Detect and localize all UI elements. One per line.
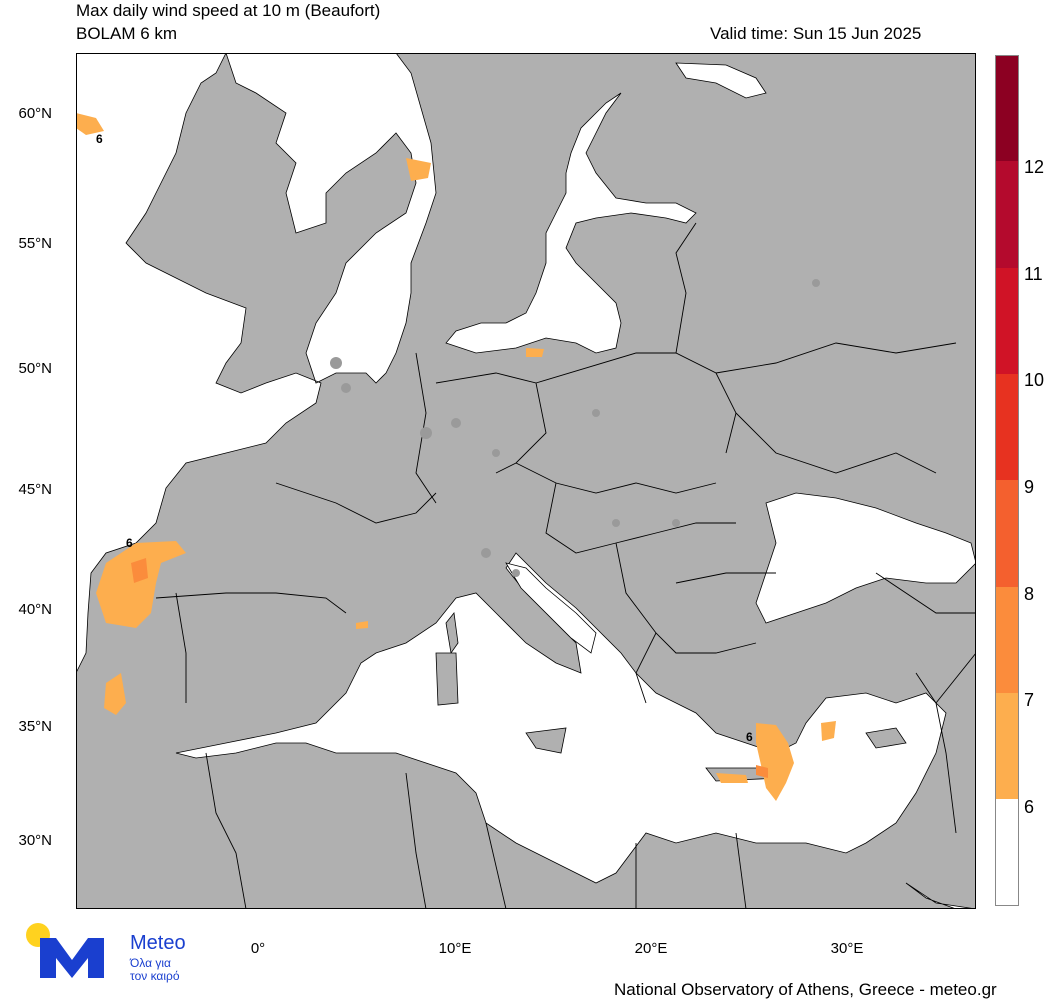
- colorbar-label-11: 11: [1024, 264, 1043, 284]
- map-title: Max daily wind speed at 10 m (Beaufort): [76, 1, 381, 20]
- lat-label-35: 35°N: [18, 718, 52, 735]
- lat-label-45: 45°N: [18, 481, 52, 498]
- colorbar-label-7: 7: [1024, 690, 1035, 710]
- colorbar-band-below-6: [995, 799, 1019, 906]
- wind-patch-biscay: [96, 541, 186, 628]
- colorbar-label-10: 10: [1024, 370, 1045, 390]
- cyprus: [865, 727, 907, 749]
- colorbar-band-7-8: [995, 587, 1019, 693]
- sardinia: [435, 652, 459, 706]
- model-label: BOLAM 6 km: [76, 24, 178, 43]
- lon-label-20e: 20°E: [634, 940, 668, 957]
- colorbar-band-9-10: [995, 374, 1019, 480]
- colorbar-band-12plus: [995, 55, 1019, 161]
- wind-patch-north-atlantic: [76, 113, 104, 135]
- colorbar-band-11-12: [995, 161, 1019, 268]
- logo-m-icon: [40, 938, 104, 978]
- colorbar-label-12: 12: [1024, 157, 1045, 177]
- colorbar-label-6: 6: [1024, 797, 1035, 817]
- lat-label-30: 30°N: [18, 832, 52, 849]
- baltic-sea: [445, 92, 697, 354]
- colorbar-border: [995, 55, 1019, 906]
- white-sea: [675, 62, 767, 99]
- urban-areas: [330, 279, 820, 577]
- lon-label-30e: 30°E: [830, 940, 864, 957]
- atlantic-north-sea: [76, 53, 437, 674]
- black-sea: [755, 492, 976, 624]
- wind-patch-portugal: [104, 673, 126, 715]
- lat-label-60: 60°N: [18, 105, 52, 122]
- lat-label-40: 40°N: [18, 601, 52, 618]
- wind-patch-aegean-core: [756, 765, 768, 778]
- wind-patch-crete: [716, 773, 748, 783]
- colorbar-label-8: 8: [1024, 584, 1035, 604]
- wind-patch-baltic: [526, 348, 544, 357]
- contour-label-aegean: 6: [746, 730, 753, 744]
- colorbar-band-10-11: [995, 268, 1019, 374]
- lon-label-10e: 10°E: [438, 940, 472, 957]
- colorbar-label-9: 9: [1024, 477, 1035, 497]
- map-border: [76, 53, 976, 909]
- logo-tagline-2: τον καιρό: [130, 969, 180, 983]
- logo-name: Meteo: [130, 932, 186, 954]
- lat-label-50: 50°N: [18, 360, 52, 377]
- lon-label-0: 0°: [250, 940, 266, 957]
- colorbar-band-8-9: [995, 480, 1019, 587]
- colorbar-band-6-7: [995, 693, 1019, 799]
- contour-label-biscay: 6: [126, 536, 133, 550]
- valid-time: Valid time: Sun 15 Jun 2025: [710, 24, 922, 43]
- red-sea: [905, 882, 976, 909]
- footer-credit: National Observatory of Athens, Greece -…: [614, 980, 997, 999]
- contour-label-atlantic: 6: [96, 132, 103, 146]
- wind-patch-levant: [821, 721, 836, 741]
- map-panel: 6 6 6: [76, 53, 976, 909]
- meteo-logo-mark: [26, 923, 104, 978]
- wind-patch-norway: [406, 158, 431, 181]
- sicily: [525, 727, 567, 754]
- wind-patches: [76, 113, 836, 801]
- mediterranean-sea: [175, 552, 947, 884]
- wind-patch-biscay-core: [131, 558, 148, 583]
- lat-label-55: 55°N: [18, 235, 52, 252]
- country-borders: [155, 222, 976, 909]
- corsica: [445, 612, 459, 655]
- wind-patch-balearic: [356, 621, 368, 629]
- colorbar: [995, 55, 1019, 906]
- logo-tagline-1: Όλα για: [130, 956, 171, 970]
- adriatic-sea: [505, 562, 597, 654]
- wind-patch-aegean: [756, 723, 794, 801]
